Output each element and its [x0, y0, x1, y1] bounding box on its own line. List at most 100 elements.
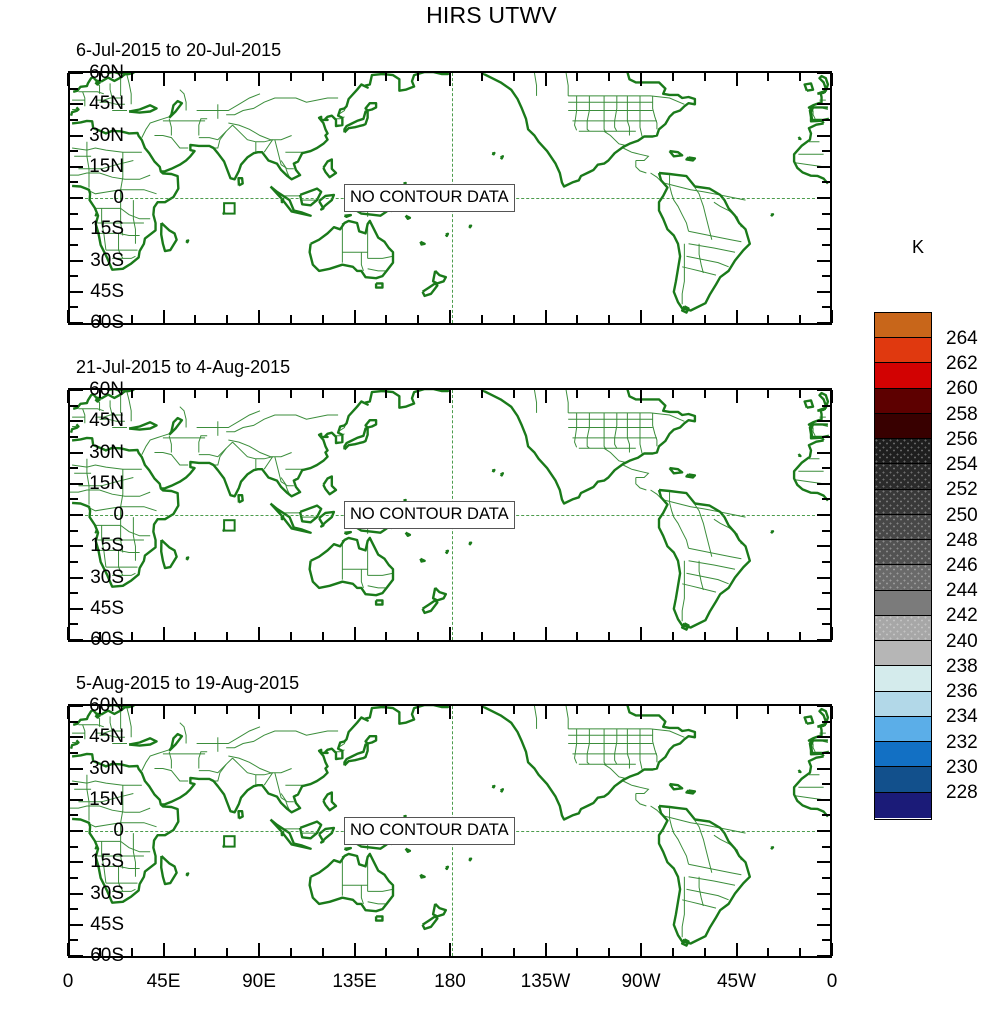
x-tick — [130, 948, 133, 956]
y-tick-label: 30N — [89, 124, 124, 146]
x-tick — [98, 948, 101, 956]
x-tick — [671, 632, 674, 640]
y-tick-label: 45S — [90, 597, 124, 619]
x-tick — [67, 73, 69, 86]
x-tick — [321, 73, 324, 81]
y-tick — [70, 845, 78, 848]
x-tick — [226, 948, 229, 956]
y-tick — [822, 939, 830, 942]
y-tick — [822, 435, 830, 438]
x-tick — [703, 632, 706, 640]
y-tick — [822, 560, 830, 563]
no-contour-data-label-1: NO CONTOUR DATA — [344, 184, 515, 212]
colorbar-tick-label: 252 — [946, 479, 978, 501]
x-tick — [258, 390, 260, 403]
x-tick — [608, 706, 611, 714]
x-tick — [767, 706, 770, 714]
y-tick — [70, 275, 78, 278]
plot-area-1: NO CONTOUR DATA — [68, 71, 832, 325]
y-tick — [70, 939, 78, 942]
x-tick-label: 90W — [621, 971, 661, 992]
y-tick — [817, 482, 830, 485]
country-borders — [70, 706, 829, 938]
colorbar-tick-label: 256 — [946, 428, 978, 450]
colorbar-cell — [875, 767, 931, 793]
x-tick-label: 90E — [242, 971, 276, 992]
x-tick — [258, 627, 260, 640]
x-tick — [576, 390, 579, 398]
x-tick — [831, 706, 833, 719]
y-tick — [817, 322, 830, 324]
x-tick — [576, 948, 579, 956]
x-tick — [417, 390, 420, 398]
x-tick — [289, 315, 292, 323]
y-tick — [817, 607, 830, 610]
y-tick-label: 60N — [89, 695, 124, 716]
y-tick — [822, 404, 830, 407]
y-tick — [70, 639, 83, 641]
x-tick — [67, 627, 69, 640]
y-tick-label: 60S — [90, 629, 124, 650]
x-tick — [194, 315, 197, 323]
y-tick — [70, 783, 78, 786]
y-tick — [822, 87, 830, 90]
y-tick-label: 45S — [90, 913, 124, 935]
x-tick — [162, 73, 165, 86]
y-tick — [70, 228, 83, 231]
map-marker-box — [223, 519, 236, 532]
x-tick — [608, 390, 611, 398]
x-tick — [767, 390, 770, 398]
y-tick — [817, 228, 830, 231]
colorbar-cell — [875, 363, 931, 389]
x-tick — [194, 73, 197, 81]
x-tick — [130, 73, 133, 81]
colorbar-cell — [875, 742, 931, 768]
x-tick — [480, 632, 483, 640]
y-tick — [817, 259, 830, 262]
y-tick — [822, 498, 830, 501]
y-tick — [70, 467, 78, 470]
colorbar-tick-label: 262 — [946, 353, 978, 375]
x-tick — [831, 73, 833, 86]
x-tick — [735, 706, 738, 719]
y-tick — [822, 243, 830, 246]
x-tick — [385, 948, 388, 956]
x-tick — [449, 706, 451, 719]
y-tick-label: 30S — [90, 566, 124, 588]
colorbar-cell — [875, 792, 931, 818]
colorbar-cell — [875, 338, 931, 364]
colorbar-cell — [875, 439, 931, 465]
x-tick — [258, 943, 260, 956]
x-tick — [130, 390, 133, 398]
y-tick — [817, 165, 830, 168]
x-tick-label: 135E — [332, 971, 377, 992]
y-tick — [822, 181, 830, 184]
coastlines — [70, 390, 830, 631]
x-tick — [417, 315, 420, 323]
colorbar-tick-label: 234 — [946, 706, 978, 728]
x-tick — [258, 706, 260, 719]
colorbar-tick-label: 246 — [946, 555, 978, 576]
x-tick — [226, 73, 229, 81]
colorbar-tick-label: 254 — [946, 454, 978, 476]
x-tick — [640, 706, 642, 719]
y-tick — [817, 290, 830, 293]
y-tick — [822, 306, 830, 309]
y-tick — [817, 955, 830, 957]
x-tick — [671, 948, 674, 956]
x-tick — [162, 310, 165, 323]
colorbar-cell — [875, 388, 931, 414]
y-tick — [70, 212, 78, 215]
y-tick — [70, 767, 83, 770]
y-tick — [70, 955, 83, 957]
x-tick — [449, 310, 451, 323]
x-tick — [162, 943, 165, 956]
x-tick — [258, 73, 260, 86]
x-tick — [226, 632, 229, 640]
x-tick — [640, 390, 642, 403]
y-tick — [70, 498, 78, 501]
y-tick-label: 30N — [89, 441, 124, 463]
y-tick — [822, 845, 830, 848]
x-tick — [544, 943, 547, 956]
x-tick — [67, 390, 69, 403]
